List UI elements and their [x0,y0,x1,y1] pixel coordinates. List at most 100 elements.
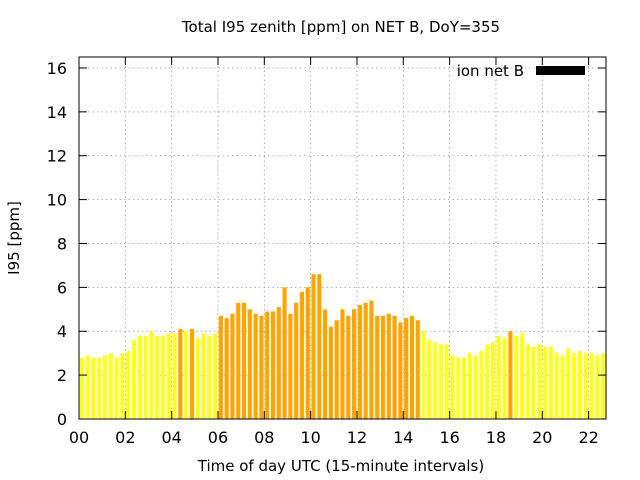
bar-16 [172,333,177,419]
bar-63 [444,344,449,419]
bar-49 [363,302,368,419]
bar-31 [259,315,264,419]
bar-64 [450,355,455,419]
bar-53 [386,313,391,419]
bar-54 [392,315,397,419]
bar-6 [114,357,119,419]
bar-34 [276,307,281,419]
chart-title: Total I95 zenith [ppm] on NET B, DoY=355 [181,18,500,36]
bar-0 [79,357,84,419]
bar-56 [404,318,409,419]
bar-76 [519,333,525,419]
x-tick-label-0: 00 [69,428,89,447]
y-tick-label-0: 0 [57,410,67,429]
x-tick-label-9: 18 [486,428,506,447]
bar-25 [224,318,229,419]
bar-58 [415,320,420,419]
bar-3 [97,357,102,419]
bar-68 [473,355,478,419]
bar-44 [334,320,339,419]
bar-81 [548,346,554,419]
bar-40 [311,274,316,419]
bar-1 [85,355,90,419]
bar-37 [294,302,299,419]
bar-51 [375,315,380,419]
bar-22 [207,335,212,419]
bar-70 [485,344,490,419]
bar-15 [166,333,171,419]
bar-66 [462,357,467,419]
bar-43 [328,326,333,419]
x-axis-label: Time of day UTC (15-minute intervals) [197,457,484,475]
bar-85 [572,353,577,419]
bar-2 [91,357,96,419]
bar-45 [340,309,345,419]
legend-swatch [536,66,585,75]
x-tick-label-5: 10 [300,428,320,447]
bar-61 [433,342,438,419]
bar-20 [195,337,200,419]
y-axis-label: I95 [ppm] [5,201,23,275]
x-tick-label-1: 02 [115,428,135,447]
x-tick-label-3: 06 [208,428,228,447]
bar-75 [514,335,519,419]
grid [79,57,606,419]
bar-84 [566,348,571,419]
bar-59 [421,331,426,419]
bar-18 [184,331,189,419]
bar-46 [346,315,351,419]
bar-4 [102,355,108,419]
bar-30 [253,313,258,419]
legend: ion net B [457,62,585,80]
bar-83 [560,355,565,419]
bar-90 [601,353,606,419]
bar-72 [496,335,501,419]
x-tick-label-2: 04 [161,428,181,447]
bar-60 [427,340,432,419]
bar-7 [120,353,125,419]
bar-57 [409,315,415,419]
bar-87 [583,353,588,419]
bar-38 [299,291,305,419]
bar-19 [189,329,195,419]
x-tick-label-7: 14 [393,428,413,447]
bar-86 [577,350,583,419]
bar-5 [108,353,113,419]
bar-71 [490,342,496,419]
bar-11 [143,335,148,419]
bar-55 [398,322,403,419]
bar-9 [131,340,137,419]
bar-73 [502,337,507,419]
x-tick-label-6: 12 [347,428,367,447]
bar-36 [288,313,293,419]
x-tick-label-10: 20 [532,428,552,447]
bar-77 [525,344,530,419]
plot-frame [78,56,607,420]
y-tick-label-3: 6 [57,278,67,297]
y-tick-label-5: 10 [47,191,67,210]
bar-24 [218,315,223,419]
bar-27 [236,302,241,419]
bar-12 [149,331,154,419]
y-tick-label-4: 8 [57,234,67,253]
bar-17 [178,329,183,419]
bar-62 [438,344,444,419]
x-tick-label-8: 16 [439,428,459,447]
bar-35 [282,287,287,419]
bar-74 [508,331,513,419]
y-tick-label-7: 14 [47,103,67,122]
bar-13 [155,335,160,419]
legend-label: ion net B [457,62,524,80]
bar-78 [531,346,536,419]
bar-39 [305,287,310,419]
bar-42 [323,309,328,419]
bar-79 [537,344,542,419]
bar-10 [137,335,142,419]
y-tick-label-8: 16 [47,59,67,78]
bar-80 [543,346,548,419]
bar-88 [589,353,594,419]
bar-41 [317,274,322,419]
bar-32 [265,311,270,419]
